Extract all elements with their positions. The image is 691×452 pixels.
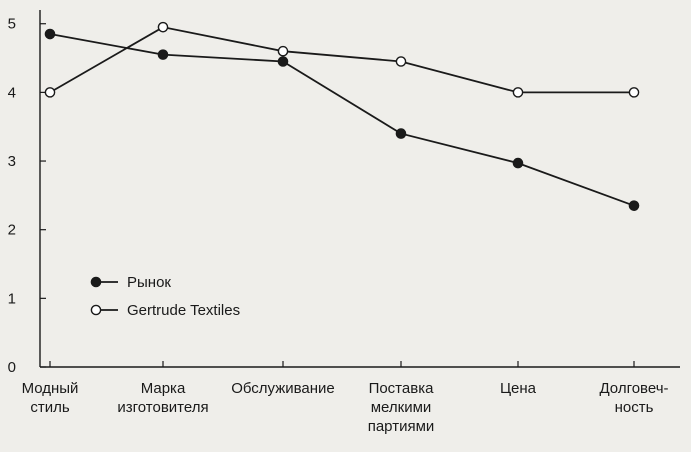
legend-marker [90, 304, 102, 316]
data-point [277, 56, 289, 67]
data-point [44, 87, 56, 98]
x-category-label-line: Модный [22, 380, 79, 397]
y-tick-label: 4 [8, 84, 16, 101]
data-point [157, 21, 169, 33]
y-tick-label: 0 [8, 359, 16, 376]
x-category-label: Модный стиль [22, 380, 79, 416]
x-axis-category-labels: Модный стиль Марка изготовителя Обслуживание… [22, 361, 669, 435]
x-category-label-line: изготовителя [117, 399, 208, 416]
series-market [44, 28, 640, 211]
x-category-label: Долговеч-ность [599, 380, 668, 416]
x-category-label-line: партиями [368, 418, 435, 435]
data-point [395, 128, 407, 139]
data-point [395, 56, 407, 67]
legend: Рынок Gertrude Textiles [90, 274, 240, 319]
y-tick-label: 2 [8, 222, 16, 239]
x-category-label-line: Цена [500, 380, 537, 397]
x-category-label-line: ность [615, 399, 654, 416]
x-category-label: Марка изготовителя [117, 380, 208, 416]
x-category-label: Цена [500, 380, 537, 397]
series-line [49, 26, 634, 94]
data-point [44, 28, 56, 40]
y-axis-ticks: 0 1 2 3 4 5 [8, 16, 46, 376]
data-point [277, 45, 289, 57]
x-category-label-line: Поставка [369, 380, 435, 397]
x-category-label-line: мелкими [371, 399, 432, 416]
y-tick-label: 3 [8, 153, 16, 170]
series-line [49, 33, 635, 207]
legend-label: Рынок [127, 274, 171, 291]
x-category-label: Обслуживание [231, 380, 335, 397]
series-gertrude-textiles [44, 21, 640, 98]
data-point [512, 157, 524, 169]
x-category-label-line: Обслуживание [231, 380, 335, 397]
data-point [157, 49, 169, 60]
legend-marker [90, 276, 102, 288]
axes [39, 10, 680, 368]
series-group [44, 21, 640, 211]
data-point [512, 87, 524, 98]
data-point [628, 200, 640, 211]
x-category-label-line: стиль [30, 399, 70, 416]
x-category-label-line: Марка [141, 380, 186, 397]
y-tick-label: 5 [8, 16, 16, 33]
x-category-label: Поставка мелкими партиями [368, 380, 435, 435]
legend-label: Gertrude Textiles [127, 302, 240, 319]
data-point [628, 87, 640, 98]
x-category-label-line: Долговеч- [599, 380, 668, 397]
y-tick-label: 1 [8, 290, 16, 307]
